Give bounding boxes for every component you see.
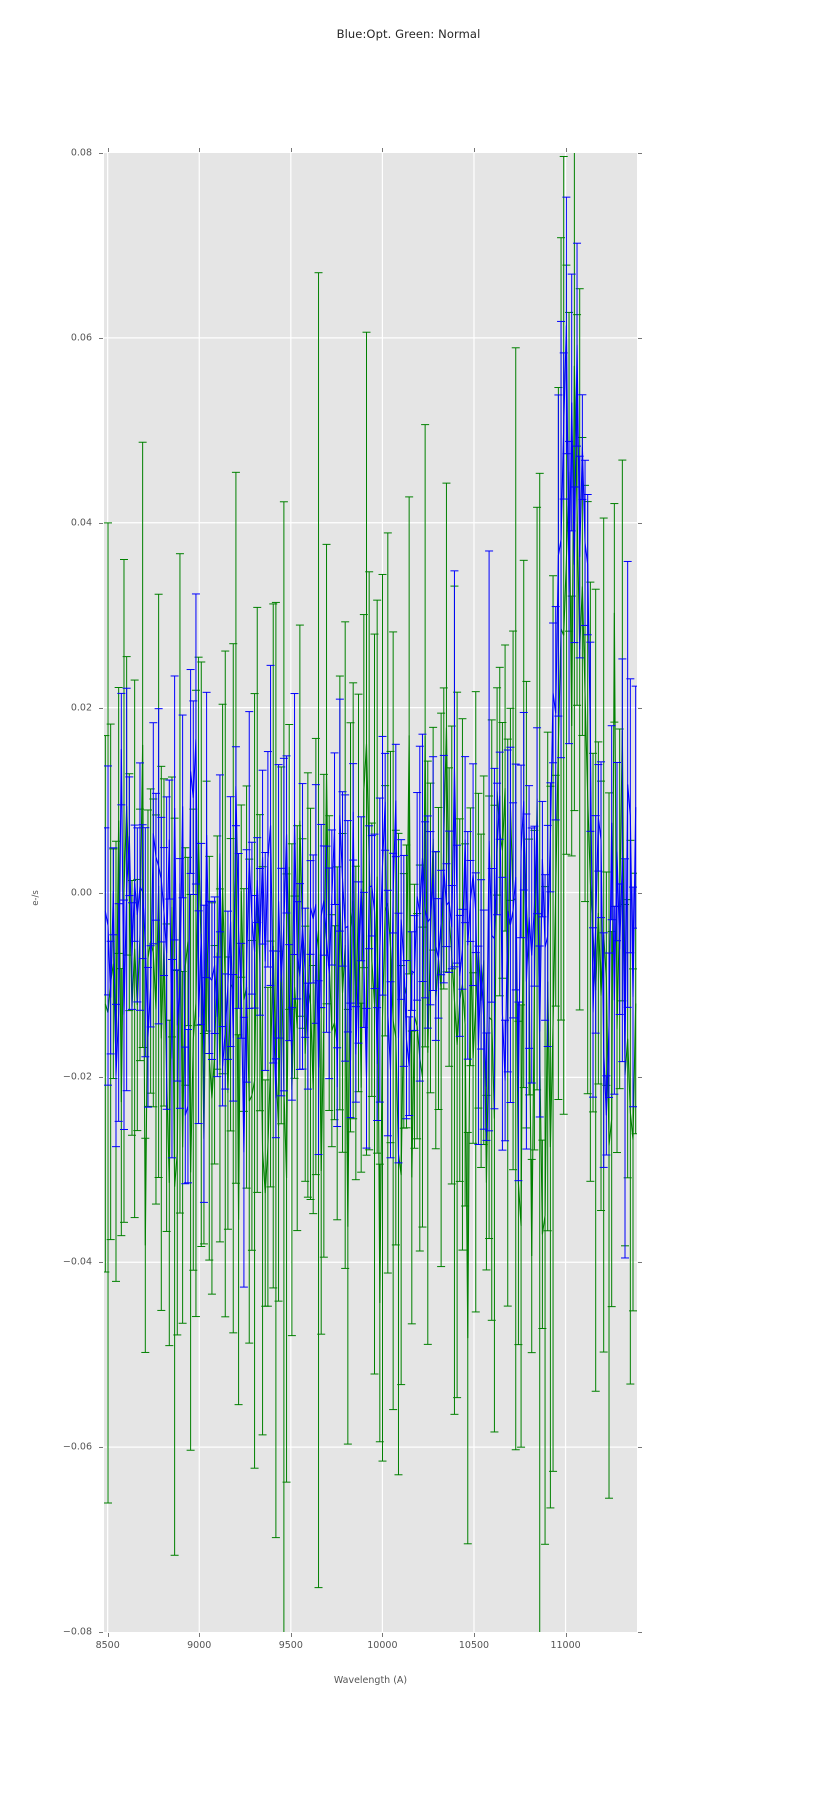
y-tick-label: −0.04 — [62, 1256, 92, 1268]
y-tick-mark — [99, 337, 103, 339]
y-tick-mark — [99, 1632, 103, 1633]
y-tick-mark-right — [638, 522, 642, 524]
plot-area — [104, 153, 637, 1632]
x-tick-label: 9000 — [187, 1640, 212, 1651]
y-tick-mark-right — [638, 892, 642, 894]
x-tick-mark-bottom — [473, 1633, 475, 1637]
y-tick-label: −0.02 — [62, 1071, 92, 1083]
y-tick-mark — [99, 153, 103, 154]
x-tick-label: 10000 — [367, 1640, 398, 1651]
y-tick-mark — [99, 1077, 103, 1079]
x-tick-label: 10500 — [458, 1640, 490, 1651]
y-tick-label: −0.08 — [62, 1626, 92, 1638]
y-tick-mark-right — [638, 337, 642, 339]
y-tick-mark — [99, 522, 103, 524]
x-tick-mark-top — [382, 148, 384, 152]
y-tick-mark — [99, 707, 103, 709]
plot-svg — [104, 153, 637, 1632]
y-tick-label: 0.00 — [70, 887, 92, 898]
y-tick-mark-right — [638, 707, 642, 709]
y-tick-label: 0.04 — [70, 517, 92, 529]
y-tick-mark-right — [638, 1262, 642, 1264]
x-tick-mark-bottom — [290, 1633, 292, 1637]
x-tick-label: 9500 — [278, 1640, 303, 1651]
y-tick-label: 0.08 — [70, 147, 92, 159]
y-tick-label: −0.06 — [62, 1441, 92, 1453]
x-tick-mark-top — [199, 148, 201, 152]
x-tick-label: 11000 — [550, 1640, 581, 1651]
y-tick-mark-right — [638, 1632, 642, 1633]
y-axis-label: e-/s — [30, 890, 41, 906]
x-tick-mark-top — [107, 148, 109, 152]
y-tick-mark — [99, 1262, 103, 1264]
y-tick-mark-right — [638, 1077, 642, 1079]
x-tick-mark-bottom — [107, 1633, 109, 1637]
chart-title: Blue:Opt. Green: Normal — [336, 27, 481, 41]
y-tick-mark-right — [638, 153, 642, 154]
x-tick-label: 8500 — [95, 1640, 120, 1651]
x-tick-mark-top — [290, 148, 292, 152]
x-tick-mark-bottom — [565, 1633, 567, 1637]
y-tick-mark — [99, 892, 103, 894]
x-axis-label: Wavelength (A) — [333, 1675, 408, 1686]
series-line-opt — [104, 325, 637, 1153]
y-tick-label: 0.06 — [70, 332, 92, 344]
y-tick-mark — [99, 1447, 103, 1449]
x-tick-mark-bottom — [382, 1633, 384, 1637]
series-opt-blue — [104, 196, 637, 1288]
gridlines — [104, 153, 637, 1632]
y-tick-label: 0.02 — [70, 702, 92, 714]
x-tick-mark-bottom — [199, 1633, 201, 1637]
x-tick-mark-top — [473, 148, 475, 152]
x-tick-mark-top — [565, 148, 567, 152]
y-tick-mark-right — [638, 1447, 642, 1449]
